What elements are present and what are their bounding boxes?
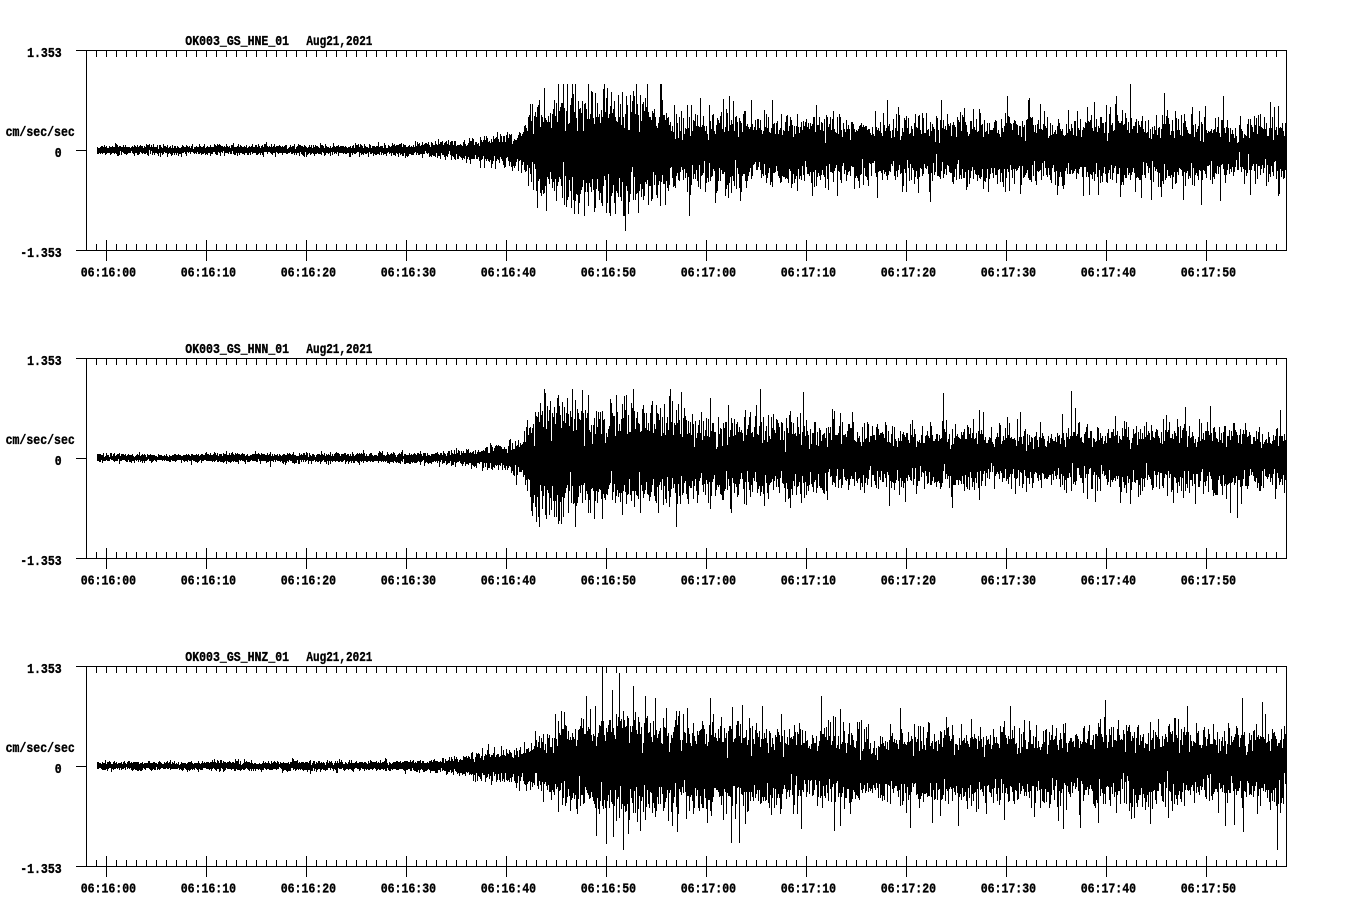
svg-text:cm/sec/sec: cm/sec/sec [6,741,75,757]
svg-text:06:17:50: 06:17:50 [1181,574,1236,590]
svg-text:06:16:50: 06:16:50 [581,882,636,898]
svg-text:OK003_GS_HNZ_01: OK003_GS_HNZ_01 [185,650,289,666]
svg-text:06:17:30: 06:17:30 [981,882,1036,898]
svg-text:06:17:30: 06:17:30 [981,266,1036,282]
svg-text:Aug21,2021: Aug21,2021 [306,342,372,358]
svg-text:06:17:00: 06:17:00 [681,882,736,898]
svg-text:06:16:30: 06:16:30 [381,266,436,282]
svg-text:1.353: 1.353 [27,662,62,678]
svg-text:06:17:50: 06:17:50 [1181,882,1236,898]
svg-text:06:17:50: 06:17:50 [1181,266,1236,282]
svg-text:06:16:10: 06:16:10 [181,574,236,590]
svg-text:0: 0 [55,762,62,778]
svg-text:-1.353: -1.353 [20,554,62,570]
svg-text:cm/sec/sec: cm/sec/sec [6,433,75,449]
svg-text:06:16:10: 06:16:10 [181,266,236,282]
svg-text:06:17:20: 06:17:20 [881,266,936,282]
svg-text:06:17:10: 06:17:10 [781,882,836,898]
svg-text:06:17:10: 06:17:10 [781,574,836,590]
svg-text:06:17:00: 06:17:00 [681,266,736,282]
svg-text:Aug21,2021: Aug21,2021 [306,34,372,50]
svg-text:0: 0 [55,454,62,470]
svg-text:OK003_GS_HNN_01: OK003_GS_HNN_01 [185,342,289,358]
svg-text:06:16:00: 06:16:00 [81,882,136,898]
svg-text:06:16:20: 06:16:20 [281,266,336,282]
svg-text:06:16:00: 06:16:00 [81,266,136,282]
svg-text:OK003_GS_HNE_01: OK003_GS_HNE_01 [185,34,289,50]
svg-text:06:16:50: 06:16:50 [581,574,636,590]
svg-text:06:16:30: 06:16:30 [381,574,436,590]
svg-text:0: 0 [55,146,62,162]
svg-text:06:17:00: 06:17:00 [681,574,736,590]
svg-text:1.353: 1.353 [27,46,62,62]
svg-text:06:17:40: 06:17:40 [1081,266,1136,282]
svg-text:06:17:20: 06:17:20 [881,574,936,590]
svg-text:06:17:40: 06:17:40 [1081,574,1136,590]
svg-text:-1.353: -1.353 [20,862,62,878]
svg-text:06:16:20: 06:16:20 [281,882,336,898]
svg-text:06:16:50: 06:16:50 [581,266,636,282]
svg-text:06:16:40: 06:16:40 [481,574,536,590]
svg-text:Aug21,2021: Aug21,2021 [306,650,372,666]
svg-text:cm/sec/sec: cm/sec/sec [6,125,75,141]
svg-text:06:17:20: 06:17:20 [881,882,936,898]
svg-text:06:16:00: 06:16:00 [81,574,136,590]
svg-text:06:16:20: 06:16:20 [281,574,336,590]
svg-text:06:16:40: 06:16:40 [481,266,536,282]
svg-text:-1.353: -1.353 [20,246,62,262]
svg-text:1.353: 1.353 [27,354,62,370]
svg-text:06:16:10: 06:16:10 [181,882,236,898]
svg-text:06:17:40: 06:17:40 [1081,882,1136,898]
svg-text:06:17:30: 06:17:30 [981,574,1036,590]
svg-text:06:17:10: 06:17:10 [781,266,836,282]
svg-text:06:16:40: 06:16:40 [481,882,536,898]
svg-text:06:16:30: 06:16:30 [381,882,436,898]
